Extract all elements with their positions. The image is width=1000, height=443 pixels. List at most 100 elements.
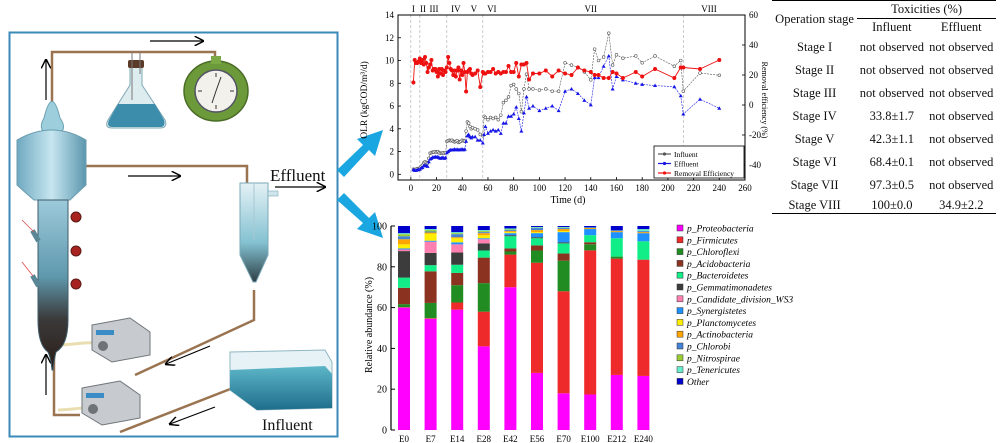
bar-segment bbox=[557, 226, 570, 228]
cell-influent: not observed bbox=[859, 40, 924, 54]
data-point bbox=[588, 70, 593, 75]
bar-segment bbox=[504, 230, 517, 232]
stage-label: II bbox=[420, 4, 426, 14]
data-point bbox=[679, 58, 683, 63]
data-point bbox=[493, 115, 498, 120]
cell-stage: Stage II bbox=[794, 63, 835, 77]
bar-segment bbox=[477, 346, 490, 430]
data-point bbox=[640, 74, 645, 79]
data-point bbox=[672, 76, 677, 81]
bar-segment bbox=[637, 375, 650, 430]
data-point bbox=[511, 112, 516, 116]
x-tick-label: E212 bbox=[607, 434, 626, 443]
data-point bbox=[422, 54, 427, 59]
data-point bbox=[544, 87, 548, 91]
legend-label: p_Acidobacteria bbox=[686, 260, 751, 270]
data-point bbox=[633, 81, 638, 85]
bar-segment bbox=[477, 239, 490, 244]
cell-effluent: 34.9±2.2 bbox=[926, 197, 996, 214]
y-axis-ticks: 0 2 4 6 8 10 12 14 bbox=[385, 10, 401, 179]
legend-swatch bbox=[676, 378, 684, 385]
data-point bbox=[620, 76, 625, 81]
data-point bbox=[464, 129, 468, 133]
data-point bbox=[524, 94, 529, 99]
data-point bbox=[456, 65, 461, 70]
data-point bbox=[614, 53, 619, 57]
gas-meter bbox=[183, 56, 249, 122]
header-effluent: Effluent bbox=[940, 20, 982, 34]
y-tick-label: 20 bbox=[377, 385, 387, 396]
bar-segment bbox=[584, 242, 597, 245]
data-point bbox=[575, 91, 580, 96]
bar-segment bbox=[531, 230, 543, 233]
data-point bbox=[522, 87, 526, 91]
data-point bbox=[488, 129, 493, 133]
bar-segment bbox=[637, 259, 650, 376]
data-point bbox=[524, 72, 529, 76]
bar-segment bbox=[584, 226, 597, 228]
legend-label: p_Candidate_division_WS3 bbox=[686, 295, 793, 305]
legend-item: p_Acidobacteria bbox=[676, 260, 751, 270]
bar-segment bbox=[451, 285, 464, 303]
x-tick-label: 240 bbox=[713, 183, 727, 193]
data-point bbox=[425, 164, 430, 168]
bar-segment bbox=[424, 232, 437, 234]
data-point bbox=[640, 61, 644, 65]
y-tick-label: 0 bbox=[390, 169, 395, 179]
data-point bbox=[530, 104, 535, 108]
bar-segment bbox=[610, 256, 623, 259]
data-point bbox=[582, 98, 587, 102]
legend-swatch bbox=[676, 366, 684, 373]
bar-segment bbox=[477, 231, 490, 233]
bar-segment bbox=[451, 264, 464, 273]
table-row: Stage I not observed not observed bbox=[772, 36, 996, 59]
bar-segment bbox=[477, 283, 490, 312]
data-point bbox=[653, 54, 657, 58]
data-point bbox=[640, 82, 645, 86]
data-point bbox=[470, 134, 475, 139]
legend-item: p_Candidate_division_WS3 bbox=[676, 295, 793, 305]
cell-stage: Stage V bbox=[794, 132, 835, 146]
x-tick-label: E28 bbox=[477, 434, 492, 443]
data-point bbox=[501, 100, 506, 105]
cell-effluent: not observed bbox=[929, 86, 994, 100]
data-point bbox=[582, 68, 587, 73]
legend-label: p_Gemmatimonadetes bbox=[686, 284, 772, 294]
data-point bbox=[610, 70, 615, 75]
data-point bbox=[514, 105, 519, 109]
bar-segment bbox=[451, 244, 464, 253]
data-point bbox=[601, 55, 606, 59]
legend-item: p_Proteobacteria bbox=[676, 225, 754, 235]
bar-E240 bbox=[637, 226, 650, 430]
data-point bbox=[530, 71, 535, 76]
bar-segment bbox=[451, 272, 464, 286]
data-point bbox=[717, 106, 722, 110]
series-removal-efficiency bbox=[411, 54, 722, 94]
right-y-tick-label: -20 bbox=[749, 130, 761, 140]
x-tick-label: 0 bbox=[409, 183, 414, 193]
bar-segment bbox=[504, 251, 517, 255]
bar-segment bbox=[557, 291, 570, 394]
bar-segment bbox=[504, 248, 517, 252]
x-tick-label: E42 bbox=[503, 434, 518, 443]
data-point bbox=[537, 88, 542, 92]
legend-label: p_Actinobacteria bbox=[686, 331, 753, 341]
bar-segment bbox=[504, 228, 517, 230]
bar-segment bbox=[398, 226, 410, 234]
stage-label: VI bbox=[487, 4, 497, 14]
data-point bbox=[592, 47, 597, 51]
data-point bbox=[475, 138, 480, 142]
bar-segment bbox=[424, 265, 437, 272]
y-tick-label: 60 bbox=[377, 303, 387, 314]
data-point bbox=[589, 78, 593, 82]
bar-segment bbox=[398, 251, 410, 278]
legend-label: p_Nitrospirae bbox=[686, 354, 740, 364]
legend-swatch bbox=[676, 342, 684, 350]
data-point bbox=[485, 131, 490, 135]
data-point bbox=[457, 77, 462, 82]
bar-segment bbox=[504, 254, 517, 288]
data-point bbox=[516, 74, 521, 79]
bar-segment bbox=[610, 230, 623, 232]
bar-segment bbox=[398, 233, 410, 235]
arrow-to-line-chart bbox=[337, 130, 383, 177]
